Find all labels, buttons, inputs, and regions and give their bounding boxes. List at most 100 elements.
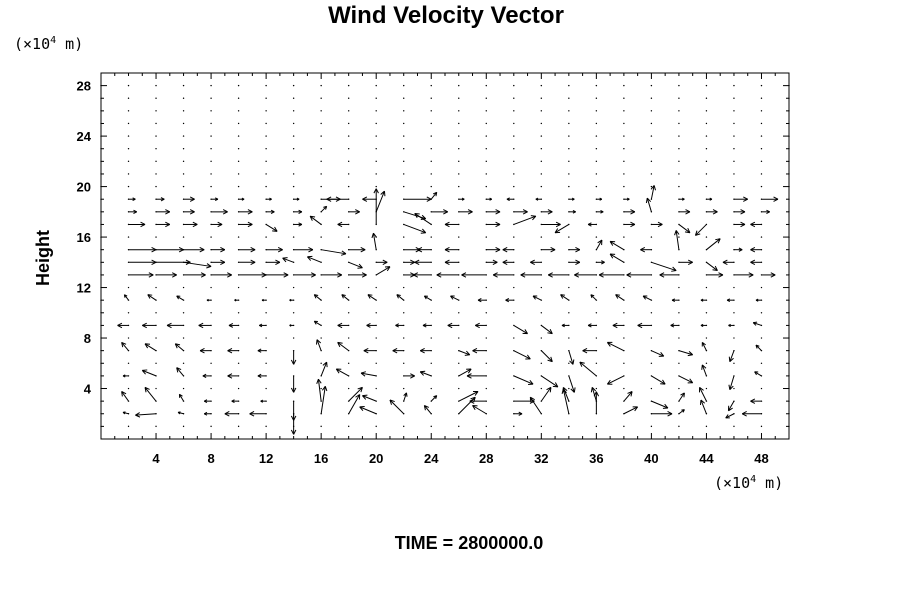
- grid-point: [540, 362, 543, 364]
- wind-vector-head: [313, 294, 319, 299]
- grid-point: [595, 110, 598, 112]
- wind-vector-head: [419, 370, 426, 376]
- wind-vector-head: [575, 246, 581, 253]
- grid-point: [595, 236, 598, 238]
- wind-vector-head: [142, 322, 147, 329]
- grid-point: [513, 122, 515, 125]
- wind-vector: [121, 391, 129, 402]
- y-unit-suffix: m): [56, 35, 83, 53]
- grid-point: [320, 236, 322, 238]
- grid-point: [347, 425, 350, 428]
- y-unit-prefix: (×10: [14, 35, 50, 53]
- wind-vector: [337, 341, 349, 352]
- grid-point: [375, 362, 377, 364]
- wind-vector-head: [227, 373, 233, 379]
- grid-point: [237, 135, 240, 137]
- wind-vector: [179, 394, 184, 402]
- wind-vector-head: [122, 374, 126, 378]
- wind-vector-head: [261, 272, 267, 278]
- wind-vector-head: [750, 398, 756, 404]
- wind-vector: [609, 241, 625, 251]
- wind-vector-head: [590, 294, 595, 299]
- y-tick-label: 4: [84, 382, 92, 397]
- wind-vector-head: [250, 246, 256, 253]
- wind-vector: [450, 295, 459, 301]
- wind-vector-head: [337, 322, 343, 329]
- grid-point: [265, 148, 267, 150]
- grid-point: [375, 84, 377, 87]
- wind-vector-head: [121, 341, 127, 348]
- grid-point: [347, 135, 350, 137]
- wind-vector-head: [151, 246, 157, 253]
- grid-point: [375, 135, 377, 137]
- grid-point: [182, 135, 185, 137]
- grid-point: [595, 337, 598, 339]
- wind-vector: [359, 406, 377, 415]
- wind-vector-head: [575, 259, 581, 266]
- wind-vector: [513, 215, 536, 225]
- grid-point: [595, 84, 598, 87]
- grid-point: [705, 387, 708, 390]
- grid-point: [430, 387, 432, 390]
- grid-point: [623, 387, 625, 390]
- wind-vector: [360, 372, 377, 377]
- wind-vector-head: [718, 272, 724, 278]
- grid-point: [678, 148, 680, 150]
- x-tick-label: 32: [534, 451, 548, 466]
- grid-point: [100, 160, 102, 163]
- wind-vector: [144, 343, 157, 352]
- grid-point: [320, 97, 322, 99]
- wind-vector: [375, 266, 391, 276]
- wind-vector-head: [220, 259, 226, 266]
- grid-point: [513, 362, 515, 364]
- grid-point: [678, 425, 680, 428]
- grid-point: [265, 97, 267, 99]
- grid-point: [705, 173, 708, 175]
- wind-vector: [540, 387, 552, 402]
- wind-vector: [396, 294, 405, 301]
- wind-vector-head: [681, 197, 685, 201]
- grid-point: [100, 324, 102, 327]
- x-unit-exponent: 4: [750, 474, 756, 485]
- wind-vector-head: [217, 221, 223, 228]
- wind-vector-head: [257, 373, 262, 379]
- grid-point: [100, 299, 102, 301]
- wind-vector-head: [313, 320, 318, 325]
- wind-vector-head: [670, 323, 675, 328]
- grid-point: [265, 135, 267, 137]
- wind-vector-head: [687, 350, 694, 357]
- wind-vector: [540, 350, 553, 363]
- grid-point: [595, 387, 598, 390]
- grid-point: [100, 84, 102, 87]
- wind-vector-head: [699, 386, 704, 393]
- wind-vector: [320, 386, 326, 414]
- grid-point: [430, 97, 432, 99]
- wind-vector-head: [579, 361, 585, 367]
- wind-vector-head: [743, 196, 748, 202]
- grid-point: [320, 185, 322, 188]
- grid-point: [100, 413, 102, 415]
- grid-point: [733, 135, 735, 137]
- grid-point: [595, 425, 598, 428]
- grid-point: [155, 160, 157, 163]
- grid-point: [347, 312, 350, 314]
- grid-point: [100, 261, 102, 264]
- grid-point: [485, 160, 487, 163]
- wind-vector: [423, 405, 432, 415]
- wind-vector-head: [609, 240, 616, 246]
- wind-vector: [699, 387, 707, 402]
- wind-vector-head: [389, 399, 395, 405]
- grid-point: [210, 173, 212, 175]
- grid-point: [155, 110, 157, 112]
- grid-point: [347, 110, 350, 112]
- grid-point: [430, 148, 432, 150]
- grid-point: [788, 299, 790, 301]
- grid-point: [595, 148, 598, 150]
- wind-vector: [701, 364, 707, 377]
- grid-point: [760, 135, 763, 137]
- wind-vector-head: [522, 209, 528, 215]
- wind-vector-head: [176, 295, 181, 300]
- wind-vector-head: [715, 238, 721, 244]
- x-tick-label: 36: [589, 451, 603, 466]
- grid-point: [733, 173, 735, 175]
